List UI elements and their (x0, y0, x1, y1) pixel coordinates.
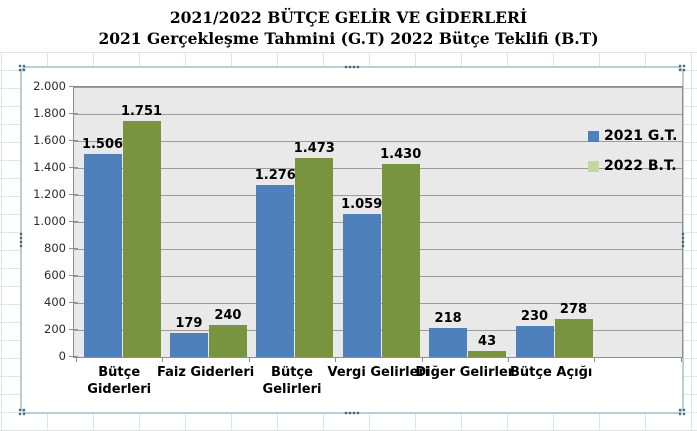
legend-label: 2021 G.T. (604, 128, 678, 144)
y-tick-label: 1.800 (33, 106, 66, 120)
bar-value-label: 1.059 (341, 197, 383, 212)
x-category-label: Faiz Giderleri (156, 365, 255, 380)
y-tick-label: 400 (44, 295, 66, 309)
x-tick-mark (248, 357, 250, 362)
selection-handle-bottom-left[interactable] (18, 408, 26, 416)
bar-value-label: 230 (520, 309, 549, 324)
selection-handle-top-left[interactable] (18, 64, 26, 72)
x-tick-mark (680, 357, 682, 362)
y-tick-mark (69, 140, 78, 141)
gridline (74, 87, 682, 88)
y-tick-label: 1.200 (33, 187, 66, 201)
gridline (74, 114, 682, 115)
legend-item[interactable]: 2021 G.T. (588, 128, 677, 145)
bar-value-label: 1.276 (254, 168, 296, 183)
legend[interactable]: 2021 G.T. 2022 B.T. (588, 128, 677, 188)
gridline (74, 195, 682, 196)
y-tick-mark (69, 329, 78, 330)
bar[interactable] (295, 158, 334, 357)
y-tick-label: 1.400 (33, 160, 66, 174)
selection-handle-right-middle[interactable] (681, 232, 685, 247)
bar[interactable] (554, 319, 593, 357)
bar[interactable] (468, 351, 507, 357)
x-category-label: Bütçe Giderleri (87, 365, 152, 397)
y-tick-label: 1.000 (33, 214, 66, 228)
x-category-label: Bütçe Açığı (509, 365, 593, 380)
bar-value-label: 218 (434, 311, 462, 326)
selection-handle-top-right[interactable] (678, 64, 686, 72)
y-axis: 0 200 400 600 800 1.000 1.200 1.400 1.600 1.800 2.… (22, 68, 66, 416)
bar-value-label: 1.430 (380, 147, 422, 162)
selection-handle-bottom-right[interactable] (678, 408, 686, 416)
y-tick-label: 1.600 (33, 133, 66, 147)
bar[interactable] (381, 164, 420, 357)
bar[interactable] (169, 333, 208, 357)
y-tick-mark (69, 248, 78, 249)
legend-item[interactable]: 2022 B.T. (588, 158, 677, 175)
bar-value-label: 278 (559, 302, 588, 317)
legend-swatch (588, 161, 599, 172)
chart-object[interactable]: 0 200 400 600 800 1.000 1.200 1.400 1.600 1.800 2.… (18, 64, 686, 416)
bar[interactable] (429, 328, 468, 357)
gridline (74, 141, 682, 142)
y-tick-label: 2.000 (33, 79, 66, 93)
chart-title: 2021/2022 BÜTÇE GELİR VE GİDERLERİ 2021 … (0, 7, 697, 49)
selection-handle-bottom-middle[interactable] (344, 411, 359, 415)
bar[interactable] (515, 326, 554, 357)
legend-swatch (588, 131, 599, 142)
y-tick-mark (69, 167, 78, 168)
bar[interactable] (342, 214, 381, 357)
y-tick-label: 600 (44, 268, 66, 282)
bar-value-label: 1.506 (81, 137, 124, 152)
gridline (74, 168, 682, 169)
bar-value-label: 43 (478, 334, 497, 349)
selection-handle-left-middle[interactable] (19, 232, 23, 247)
bar-value-label: 240 (214, 308, 242, 323)
bar-value-label: 1.751 (120, 104, 163, 119)
plot-area[interactable]: 1.506 1.751 179 240 1.276 1.473 1.059 1.430 218 4… (73, 86, 683, 358)
x-tick-mark (508, 357, 509, 362)
y-tick-label: 200 (44, 322, 66, 336)
bar[interactable] (256, 185, 295, 357)
bar[interactable] (83, 154, 122, 357)
chart-title-line1: 2021/2022 BÜTÇE GELİR VE GİDERLERİ (169, 8, 528, 27)
y-tick-label: 0 (58, 349, 66, 363)
y-tick-mark (69, 356, 78, 357)
bar[interactable] (122, 121, 161, 357)
x-tick-mark (335, 357, 337, 362)
bar-value-label: 1.473 (293, 141, 335, 156)
x-category-label: Bütçe Gelirleri (262, 365, 322, 397)
y-tick-mark (69, 275, 78, 276)
y-tick-label: 800 (44, 241, 66, 255)
y-tick-mark (69, 221, 78, 222)
legend-label: 2022 B.T. (604, 158, 677, 174)
x-tick-mark (421, 357, 423, 362)
y-tick-mark (69, 302, 78, 303)
y-tick-mark (69, 86, 78, 87)
x-tick-mark (162, 357, 164, 362)
y-tick-mark (69, 194, 78, 195)
bar-value-label: 179 (175, 316, 203, 331)
bar[interactable] (208, 325, 247, 357)
x-axis: Bütçe Giderleri Faiz Giderleri Bütçe Gelirle… (73, 364, 681, 404)
x-category-label: Diğer Gelirler (415, 365, 515, 380)
chart-title-line2: 2021 Gerçekleşme Tahmini (G.T) 2022 Bütç… (98, 29, 599, 48)
y-tick-mark (69, 113, 78, 114)
selection-handle-top-middle[interactable] (344, 65, 359, 69)
x-tick-mark (76, 357, 77, 362)
x-category-label: Vergi Gelirleri (327, 365, 430, 380)
x-tick-mark (594, 357, 596, 362)
